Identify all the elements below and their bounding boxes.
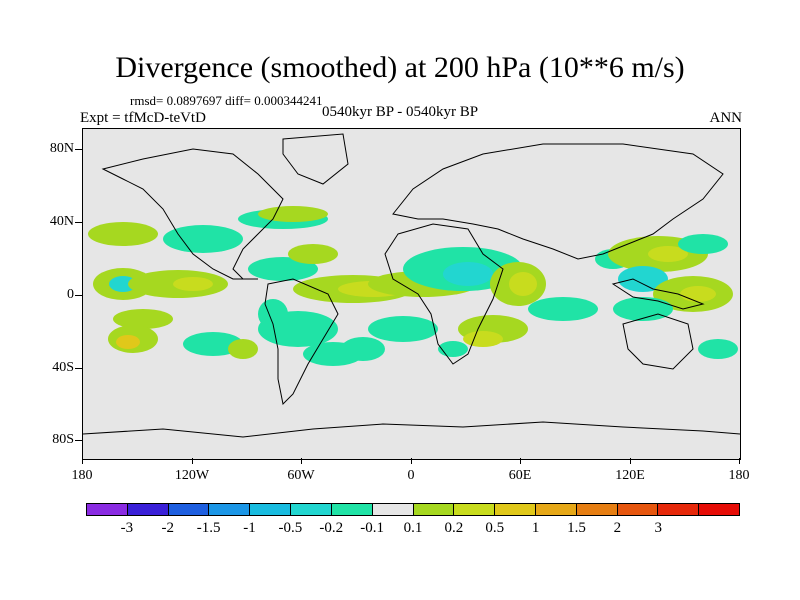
eurasia-outline [392,143,724,260]
colorbar-swatch [291,503,332,516]
lat-label: 80S [52,432,74,447]
colorbar-label: 0.2 [444,520,464,536]
north-america-outline [101,148,284,280]
colorbar-label: 0.1 [403,520,423,536]
field-blob [258,206,328,222]
colorbar-label: 3 [654,520,663,536]
lat-tick [75,149,82,150]
lon-label: 0 [407,468,415,483]
colorbar-label: -3 [120,520,134,536]
africa-outline [384,223,504,365]
field-blob [438,341,468,357]
colorbar-label: -1 [243,520,256,536]
field-blob [109,276,137,292]
field-blob [618,266,668,292]
lon-label: 180 [71,468,93,483]
map-canvas [83,133,740,438]
field-blob [248,257,318,281]
field-blob [173,277,213,291]
south-america-outline [264,278,339,406]
stats-label: rmsd= 0.0897697 diff= 0.000344241 [130,93,323,108]
colorbar-label: -0.5 [278,520,303,536]
colorbar-swatch [454,503,496,516]
field-blob [116,335,140,349]
colorbar-label: 1.5 [567,520,586,536]
antarctica-outline [83,421,740,438]
lon-tick [301,458,302,464]
lon-label: 60W [287,468,315,483]
field-blob [113,309,173,329]
coastlines [83,133,740,438]
lat-tick [75,295,82,296]
field-blob [528,297,598,321]
experiment-label: Expt = tfMcD-teVtD [80,110,206,126]
greenland-outline [282,133,349,185]
season-label: ANN [709,110,743,126]
lon-label: 180 [728,468,750,483]
colorbar-label: -0.2 [319,520,344,536]
field-blob [341,337,385,361]
lon-tick [192,458,193,464]
colorbar-swatch [658,503,700,516]
field-blob [288,244,338,264]
maritime-continent-outline [611,278,705,310]
lon-label: 60E [508,468,532,483]
field-blob [163,225,243,253]
field-blob [648,246,688,262]
lat-tick [75,440,82,441]
field-blob [509,272,537,296]
lat-label: 0 [67,287,74,302]
colorbar-label: -0.1 [360,520,384,536]
colorbar-swatch [209,503,251,516]
map-panel [82,128,741,460]
colorbar-swatch [168,503,210,516]
colorbar-swatch [535,503,577,516]
colorbar-swatch [331,503,373,516]
field-blob [258,311,338,347]
field-blob [463,331,503,347]
lon-tick [739,458,740,464]
field-blob [698,339,738,359]
colorbar-swatch [250,503,292,516]
lat-tick [75,368,82,369]
lon-tick [82,458,83,464]
colorbar-swatch [127,503,169,516]
lon-tick [520,458,521,464]
plot-title: Divergence (smoothed) at 200 hPa (10**6 … [115,51,685,84]
lat-label: 40S [52,360,74,375]
australia-outline [622,313,694,370]
field-blob [678,234,728,254]
field-blob [368,316,438,342]
field-blob [183,332,243,356]
field-blob [680,286,716,302]
field-blob [613,297,673,321]
lon-label: 120W [174,468,210,483]
field-blob [88,222,158,246]
lon-label: 120E [615,468,645,483]
colorbar-label: -1.5 [196,520,221,536]
field-blob [443,262,493,286]
colorbar-swatch [495,503,536,516]
colorbar-label: 0.5 [485,520,505,536]
colorbar-swatch [617,503,659,516]
colorbar-swatch [413,503,455,516]
colorbar-label: 2 [613,520,622,536]
colorbar-label: -2 [161,520,175,536]
colorbar-swatch [576,503,618,516]
lat-tick [75,222,82,223]
lon-tick [411,458,412,464]
lat-label: 80N [49,141,74,156]
lon-tick [630,458,631,464]
colorbar-swatch [372,503,414,516]
colorbar-label: 1 [531,520,540,536]
divergence-fields [88,206,738,366]
field-blob [228,339,258,359]
colorbar-swatch [86,503,128,516]
colorbar-swatch [699,503,740,516]
period-label: 0540kyr BP - 0540kyr BP [322,104,479,120]
lat-label: 40N [49,214,74,229]
colorbar [86,503,740,516]
